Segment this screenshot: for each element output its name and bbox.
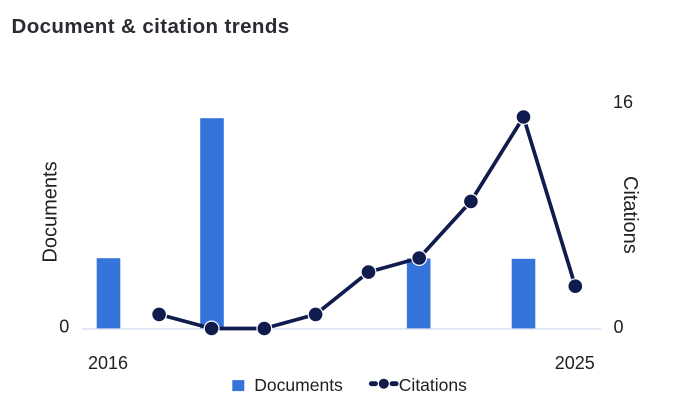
- svg-text:0: 0: [614, 317, 624, 337]
- svg-text:Documents: Documents: [40, 161, 62, 262]
- svg-text:Citations: Citations: [399, 375, 467, 395]
- svg-text:Citations: Citations: [619, 176, 641, 254]
- svg-text:2025: 2025: [555, 353, 595, 373]
- svg-text:Documents: Documents: [254, 375, 343, 395]
- svg-text:16: 16: [613, 92, 633, 112]
- svg-text:2016: 2016: [88, 353, 128, 373]
- svg-text:0: 0: [59, 317, 69, 337]
- svg-text:Document & citation trends: Document & citation trends: [12, 15, 290, 38]
